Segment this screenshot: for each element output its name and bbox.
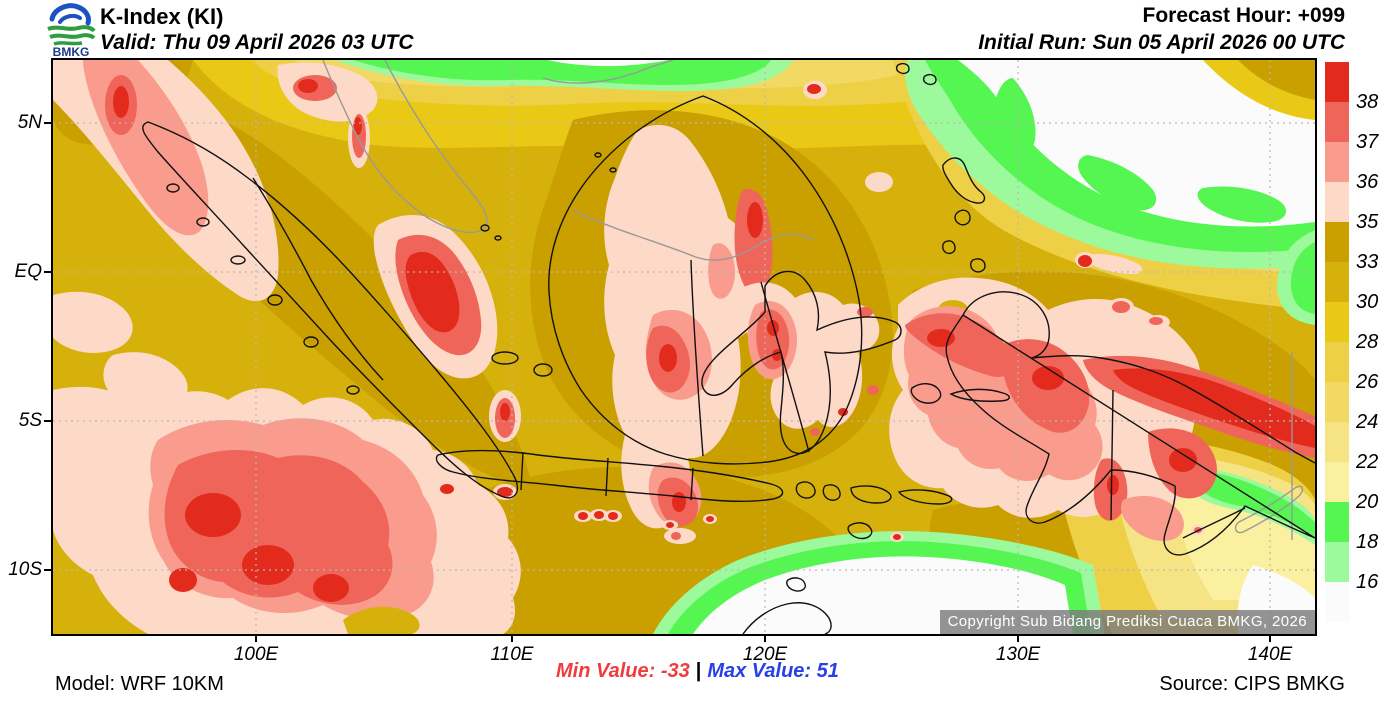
map-canvas: Copyright Sub Bidang Prediksi Cuaca BMKG…	[51, 58, 1317, 636]
legend-label: 18	[1356, 531, 1379, 553]
y-tick-mark	[44, 569, 53, 571]
gridlines	[53, 60, 1315, 634]
legend-label: 35	[1356, 211, 1379, 233]
legend-label: 16	[1356, 571, 1379, 593]
legend-cell	[1325, 542, 1349, 582]
k-index-contour-field	[53, 60, 1315, 634]
legend-label: 33	[1356, 251, 1379, 273]
legend-cell	[1325, 382, 1349, 422]
legend-cell	[1325, 502, 1349, 542]
valid-time-label: Valid: Thu 09 April 2026 03 UTC	[100, 31, 414, 54]
x-tick-mark	[511, 634, 513, 642]
bmkg-logo-text: BMKG	[53, 45, 90, 57]
initial-run-label: Initial Run: Sun 05 April 2026 00 UTC	[978, 31, 1345, 54]
legend-label: 37	[1356, 131, 1379, 153]
legend-label: 30	[1356, 291, 1379, 313]
source-label: Source: CIPS BMKG	[1159, 673, 1345, 695]
x-tick-mark	[764, 634, 766, 642]
legend-cell	[1325, 422, 1349, 462]
y-tick-label: 10S	[8, 559, 42, 580]
legend-label: 20	[1356, 491, 1379, 513]
x-tick-mark	[1017, 634, 1019, 642]
x-tick-mark	[255, 634, 257, 642]
legend-label: 26	[1356, 371, 1379, 393]
x-tick-label: 110E	[490, 644, 534, 665]
legend-label: 38	[1356, 91, 1379, 113]
minmax-separator: |	[695, 660, 702, 682]
max-value-label: Max Value: 51	[707, 660, 839, 682]
min-value-label: Min Value: -33	[556, 660, 690, 682]
y-tick-label: 5S	[18, 410, 42, 431]
legend-cell	[1325, 62, 1349, 102]
x-tick-label: 130E	[995, 644, 1041, 665]
page-title: K-Index (KI)	[100, 4, 224, 29]
legend-label: 22	[1356, 451, 1379, 473]
legend-cell	[1325, 582, 1349, 622]
y-tick-mark	[44, 122, 53, 124]
coastlines	[142, 62, 1315, 634]
legend-cell	[1325, 102, 1349, 142]
x-tick-mark	[1269, 634, 1271, 642]
legend-cell	[1325, 462, 1349, 502]
x-tick-label: 100E	[233, 644, 279, 665]
y-tick-label: EQ	[14, 261, 42, 282]
y-tick-label: 5N	[17, 112, 42, 133]
model-label: Model: WRF 10KM	[55, 673, 224, 695]
legend-cell	[1325, 302, 1349, 342]
legend-cell	[1325, 222, 1349, 262]
forecast-hour-label: Forecast Hour: +099	[1142, 4, 1346, 27]
legend-colorbar	[1325, 62, 1349, 622]
legend-cell	[1325, 142, 1349, 182]
x-tick-label: 120E	[742, 644, 788, 665]
legend-label: 28	[1356, 331, 1379, 353]
foreign-boundaries	[322, 60, 1304, 540]
x-tick-label: 140E	[1247, 644, 1293, 665]
copyright-overlay: Copyright Sub Bidang Prediksi Cuaca BMKG…	[939, 610, 1315, 634]
legend-label: 36	[1356, 171, 1379, 193]
legend-cell	[1325, 342, 1349, 382]
legend-cell	[1325, 182, 1349, 222]
y-tick-mark	[44, 271, 53, 273]
minmax-line: Min Value: -33 | Max Value: 51	[556, 660, 839, 683]
legend-label: 24	[1356, 411, 1379, 433]
bmkg-logo-icon: BMKG	[44, 1, 98, 59]
y-tick-mark	[44, 420, 53, 422]
legend-cell	[1325, 262, 1349, 302]
